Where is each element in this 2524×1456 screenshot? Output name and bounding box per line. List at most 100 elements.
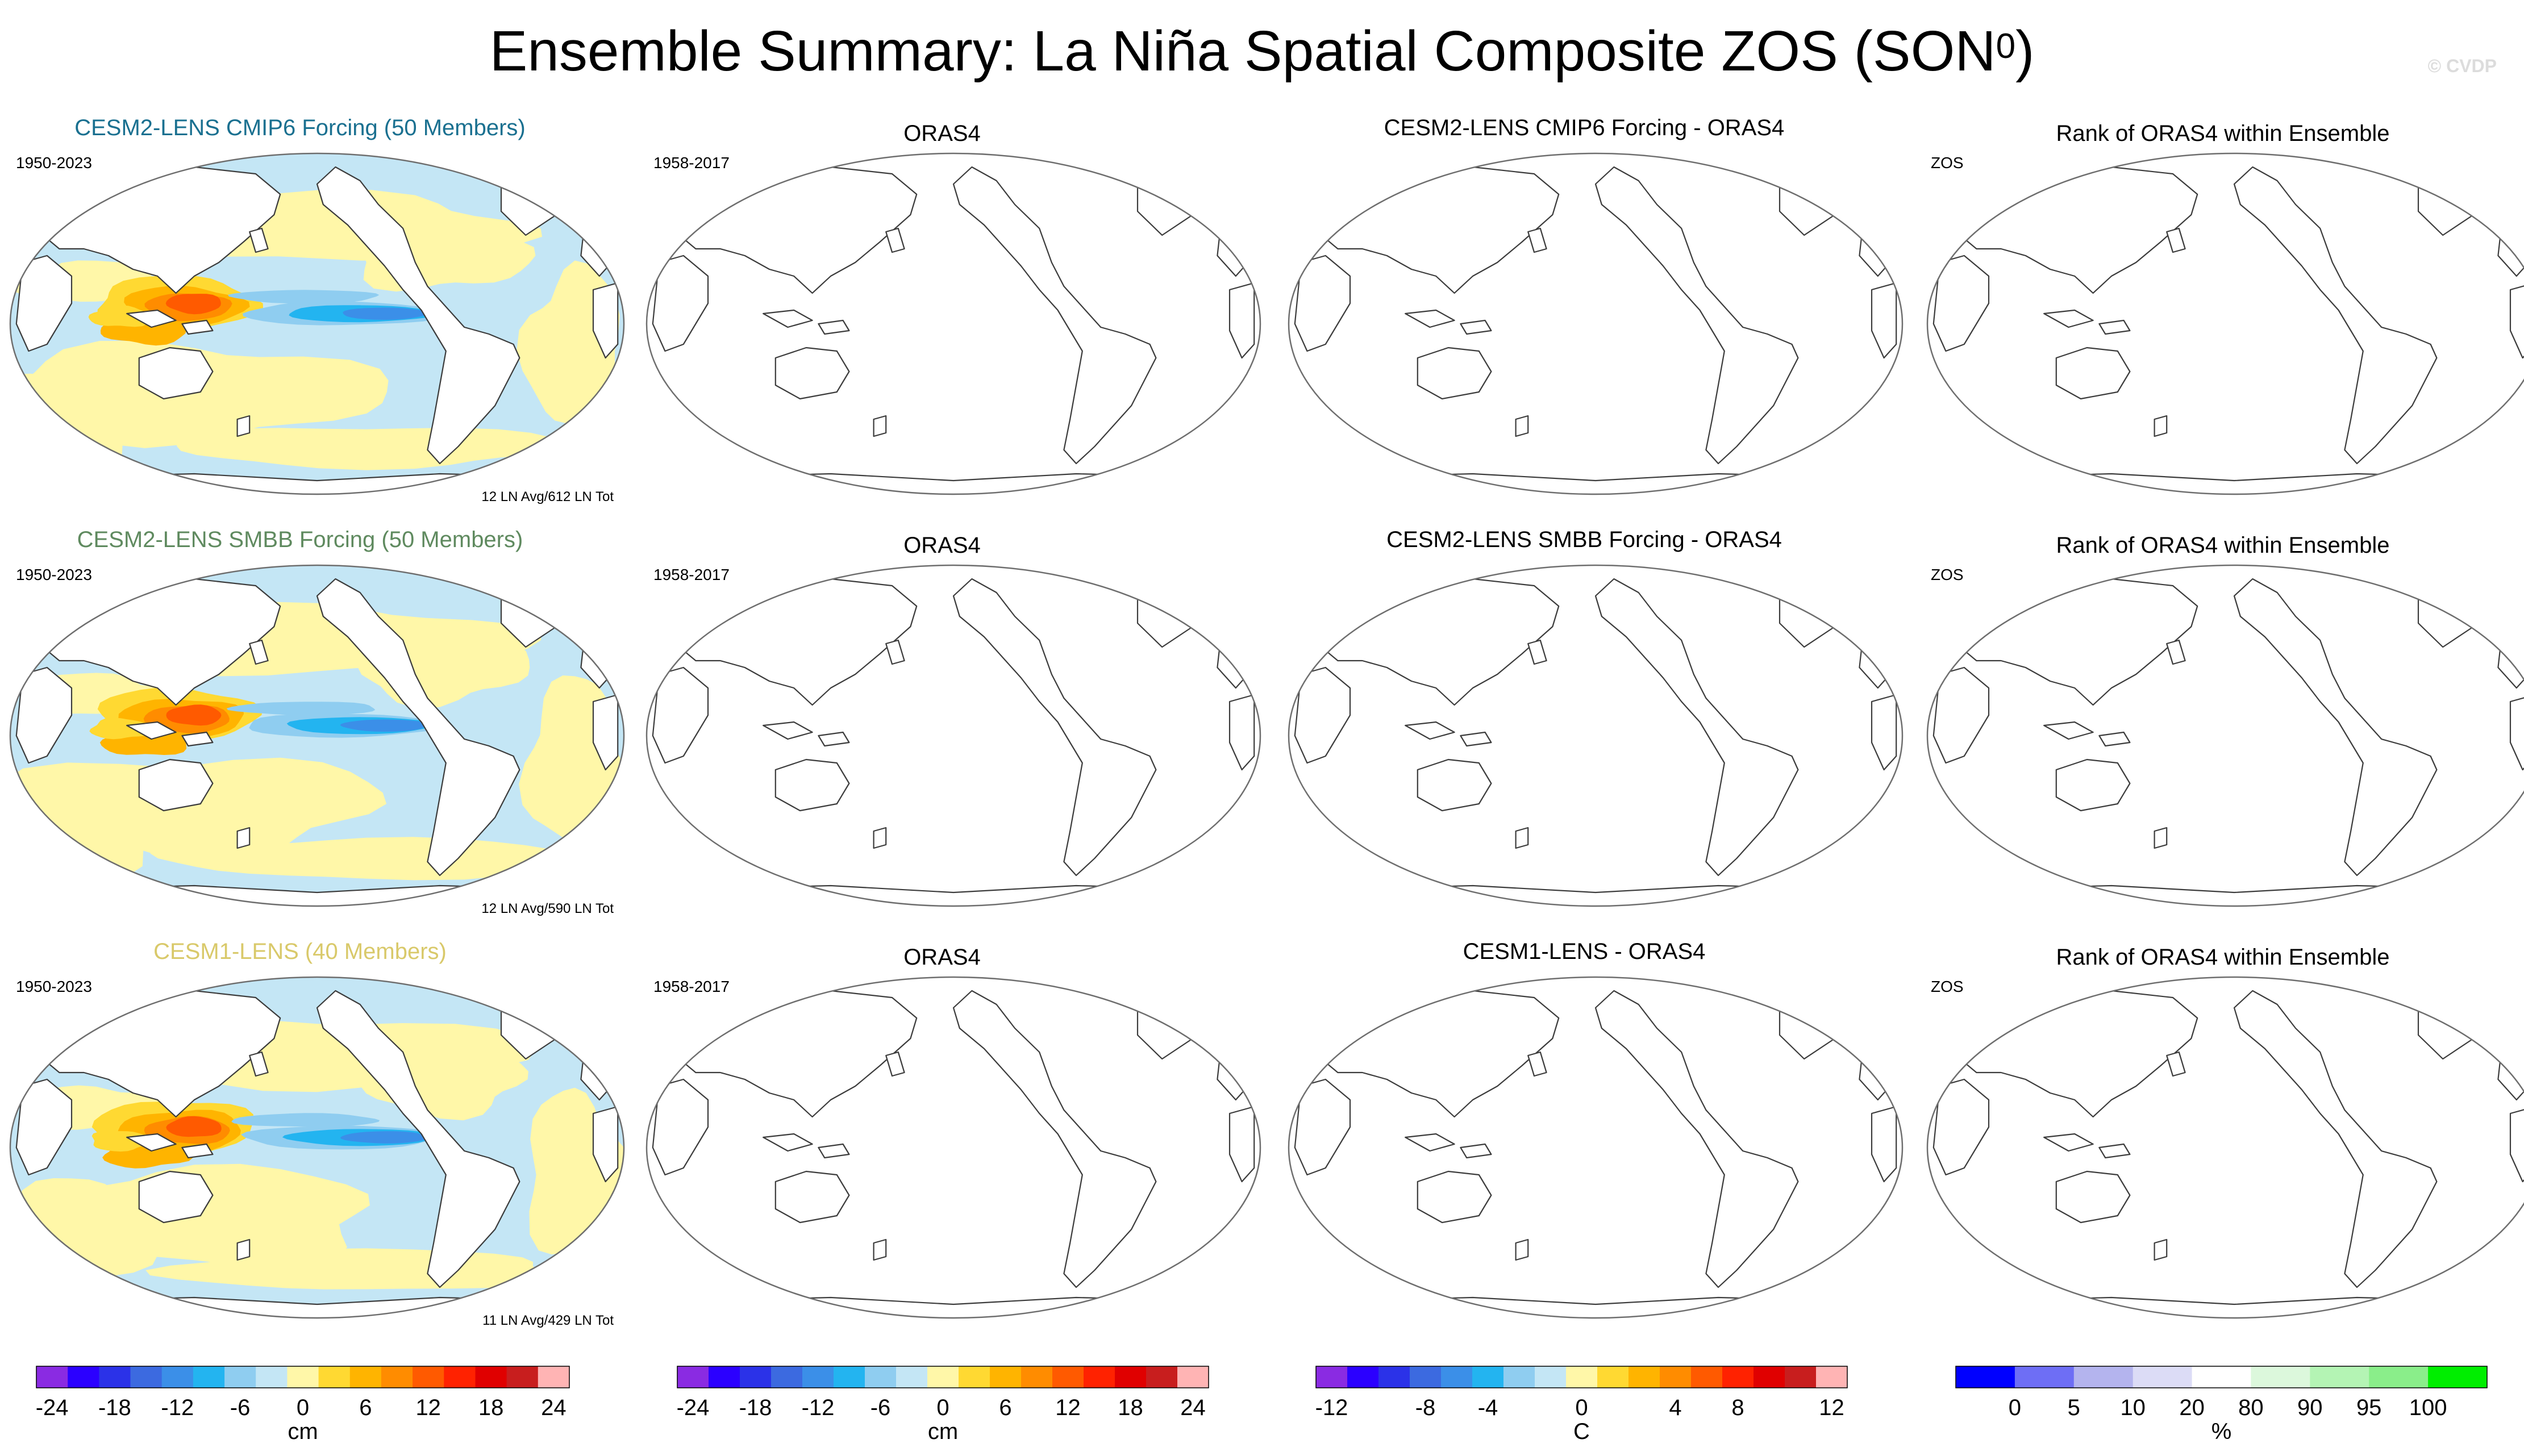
coastline-africa [1294,1078,1351,1176]
model-panel-title: CESM1-LENS (40 Members) [153,939,447,964]
coastline-americas [952,990,1157,1288]
colorbar-tick-label: 90 [2297,1395,2323,1420]
colorbar-swatch [896,1366,928,1388]
coastline-indonesia [1405,721,1455,740]
map-content [10,565,624,906]
coastline-newguinea [1460,1143,1492,1159]
map-border [645,976,1261,1319]
coastline-australia [138,347,214,400]
coastline-americas [952,166,1157,465]
colorbar-tick-label: 100 [2409,1395,2447,1420]
map-panel-r1-c1 [9,152,625,495]
colorbar-swatch [2310,1366,2369,1388]
map-panel-r2-c1 [9,564,625,907]
coastline-indonesia [763,1133,813,1152]
coastline-newzealand [1515,415,1529,437]
colorbar-swatch [2133,1366,2193,1388]
colorbar-swatch [287,1366,319,1388]
colorbar-swatch [99,1366,131,1388]
colorbar-1: -24 -18 -12 -6 0 6 12 18 24 cm [36,1366,570,1444]
coastline-westafrica [592,1105,619,1183]
figure-title-text: Ensemble Summary: La Niña Spatial Compos… [489,19,1996,83]
map-content [10,977,624,1318]
coastline-newguinea [2098,1143,2131,1159]
colorbar-swatch [1472,1366,1504,1388]
coastline-africa [15,255,73,352]
colorbar-swatch [771,1366,803,1388]
obs-panel-title: ORAS4 [903,945,981,970]
coastline-indonesia [2043,309,2094,328]
colorbar-tick-label: -6 [871,1395,891,1420]
coastline-africa [15,666,73,764]
model-footnote: 12 LN Avg/612 LN Tot [481,489,614,504]
model-footnote: 12 LN Avg/590 LN Tot [481,901,614,916]
map-panel-r2-c3 [1288,564,1904,907]
colorbar-tick-label: 0 [1575,1395,1588,1420]
rank-variable-label: ZOS [1931,154,1964,172]
coastline-japan [1527,639,1547,665]
map-panel-r2-c2 [645,564,1261,907]
coastline-americas [1594,990,1799,1288]
model-period-label: 1950-2023 [16,566,92,583]
coastline-australia [138,758,214,812]
coastline-newguinea [818,1143,850,1159]
colorbar-swatch [538,1366,570,1388]
colorbar-swatch [1021,1366,1053,1388]
coastline-westafrica [2509,282,2524,359]
map-content [1927,977,2524,1318]
colorbar-swatch [1052,1366,1084,1388]
shaded-region [89,717,154,740]
map-border [1288,564,1904,907]
figure-title-superscript: 0 [1996,27,2016,66]
coastline-australia [138,1170,214,1224]
colorbar-tick-label: 24 [1180,1395,1206,1420]
shaded-region [88,305,150,327]
colorbar-tick-label: 12 [415,1395,441,1420]
coastline-indonesia [1405,1133,1455,1152]
map-panel-r3-c1 [9,976,625,1319]
colorbar-outline [1955,1366,2488,1388]
colorbar-swatch [1378,1366,1410,1388]
coastline-indonesia [126,309,177,328]
rank-panel-title: Rank of ORAS4 within Ensemble [2056,945,2390,970]
colorbar-tick-label: 0 [297,1395,309,1420]
coastline-newguinea [818,319,850,335]
coastline-newguinea [181,731,214,747]
coastline-newzealand [2154,415,2168,437]
coastline-australia [2055,1170,2131,1224]
colorbar-tick-label: 6 [359,1395,372,1420]
map-content [10,153,624,494]
colorbar-swatch [1566,1366,1598,1388]
shaded-region [340,1131,427,1144]
shaded-region [343,307,430,320]
colorbar-tick-label: 0 [2009,1395,2021,1420]
colorbar-tick-label: 6 [999,1395,1011,1420]
map-border [1926,152,2524,495]
colorbar-swatch [1785,1366,1817,1388]
colorbar-swatch [1503,1366,1535,1388]
colorbar-swatch [1177,1366,1209,1388]
colorbar-swatch [1691,1366,1723,1388]
coastline-newzealand [873,827,887,849]
coastline-indonesia [126,1133,177,1152]
shaded-region [166,704,222,726]
map-border [1926,564,2524,907]
shaded-region [176,428,570,470]
colorbar-swatch [1956,1366,2015,1388]
shaded-region [10,354,147,477]
coastline-newzealand [873,1238,887,1261]
colorbar-tick-label: -12 [161,1395,194,1420]
coastline-westafrica [1228,694,1255,771]
coastline-africa [1932,666,1990,764]
colorbar-swatch [2014,1366,2075,1388]
coastline-americas [316,578,520,877]
coastline-australia [1417,758,1492,812]
map-panel-r3-c2 [645,976,1261,1319]
map-content [647,977,1260,1318]
map-panel-r1-c4 [1926,152,2524,495]
figure-title: Ensemble Summary: La Niña Spatial Compos… [0,17,2524,85]
colorbar-swatch [802,1366,834,1388]
coastline-indonesia [1405,309,1455,328]
coastline-newzealand [236,415,251,437]
